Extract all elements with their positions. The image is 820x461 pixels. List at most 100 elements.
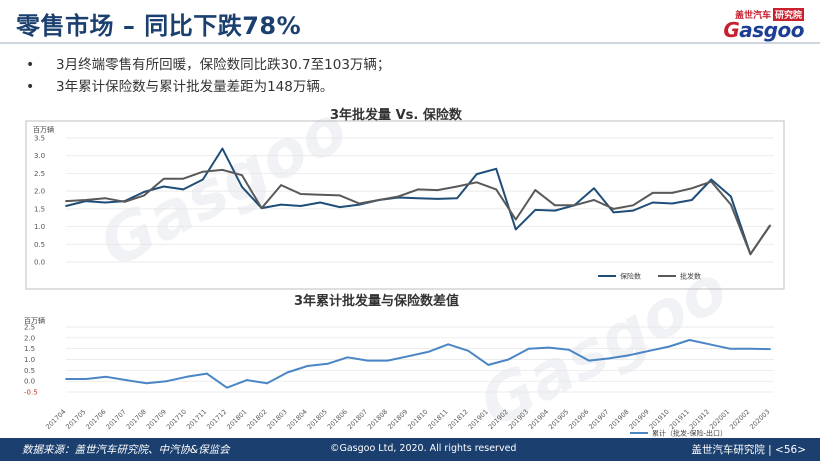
- chart2-xtick-label: 201708: [125, 408, 148, 431]
- chart1-ytick-label: 1.0: [34, 223, 45, 231]
- chart2-data-point: [65, 378, 67, 380]
- chart2-xtick-label: 201805: [306, 408, 329, 431]
- chart1-data-point: [280, 203, 283, 206]
- chart1-data-point: [749, 253, 752, 256]
- chart1-data-point: [182, 188, 185, 191]
- chart1-data-point: [182, 177, 185, 180]
- chart1-data-point: [65, 200, 67, 202]
- chart2-xtick-label: 201809: [386, 408, 409, 431]
- chart2-data-point: [226, 386, 228, 389]
- chart1-ytick-label: 3.0: [34, 152, 45, 160]
- chart1-data-point: [514, 228, 517, 231]
- chart1-data-point: [123, 200, 126, 203]
- chart2-data-point: [407, 355, 409, 358]
- chart1-data-point: [221, 168, 224, 171]
- chart1-data-point: [436, 198, 439, 200]
- bullet-list: 3月终端零售有所回暖，保险数同比跌30.7至103万辆； 3年累计保险数与累计批…: [26, 54, 390, 98]
- logo-wordmark-rest: asgoo: [739, 18, 804, 42]
- chart2-data-point: [386, 359, 389, 362]
- footer-source: 数据来源：盖世汽车研究院、中汽协&保监会: [22, 444, 230, 456]
- logo-wordmark-initial: G: [723, 18, 740, 42]
- chart2-xtick-label: 201712: [205, 408, 228, 431]
- chart1-data-point: [593, 199, 595, 201]
- chart1-frame: [25, 120, 785, 290]
- chart1-data-point: [358, 202, 361, 205]
- chart2-xtick-label: 202003: [748, 408, 771, 431]
- chart2-data-point: [769, 348, 771, 350]
- chart1-data-point: [104, 201, 107, 204]
- chart2-title: 3年累计批发量与保险数差值: [294, 294, 460, 309]
- chart1-data-point: [201, 178, 204, 181]
- chart1-data-point: [65, 205, 67, 207]
- chart1-title: 3年批发量 Vs. 保险数: [330, 108, 462, 123]
- chart2-ytick-label: -0.5: [24, 389, 38, 397]
- chart1-ytick-label: 0.5: [34, 241, 45, 249]
- chart1-data-point: [729, 195, 732, 198]
- chart2-data-point: [145, 382, 148, 385]
- chart1-data-point: [553, 204, 556, 207]
- chart2-xtick-label: 201802: [245, 408, 268, 431]
- chart1-data-point: [162, 185, 165, 188]
- logo-wordmark: Gasgoo: [723, 18, 804, 42]
- chart2-data-point: [246, 379, 248, 381]
- chart2-data-point: [366, 359, 369, 362]
- logo-badge: 研究院: [772, 8, 804, 21]
- logo-cn-text: 盖世汽车: [734, 11, 771, 21]
- chart1-data-point: [241, 174, 243, 177]
- chart1-data-point: [319, 201, 322, 204]
- chart2-ytick-label: 2.5: [24, 324, 35, 332]
- chart2-xtick-label: 201704: [44, 408, 67, 431]
- chart1-data-point: [456, 197, 459, 200]
- chart1-data-point: [436, 189, 439, 191]
- chart1-legend-label: 批发数: [680, 272, 701, 281]
- chart1-data-point: [690, 199, 693, 201]
- chart2-xtick-label: 201807: [346, 408, 369, 431]
- chart1-data-point: [417, 188, 419, 191]
- chart2-ytick-label: 1.5: [24, 345, 35, 353]
- chart2-xtick-label: 201711: [185, 408, 208, 431]
- chart2-xtick-label: 201705: [64, 408, 87, 431]
- chart1-data-point: [729, 203, 732, 206]
- chart2-xtick-label: 201909: [628, 408, 651, 431]
- chart2-data-point: [346, 356, 349, 359]
- chart1-data-point: [475, 181, 478, 184]
- chart2-xtick-label: 201907: [587, 408, 610, 431]
- chart2-data-point: [105, 375, 108, 378]
- chart1-data-point: [573, 204, 576, 207]
- chart1-data-point: [201, 170, 204, 173]
- chart2-data-point: [165, 380, 168, 383]
- slide-title: 零售市场 – 同比下跌78%: [16, 12, 302, 40]
- chart1-data-point: [397, 195, 400, 198]
- chart1-data-point: [534, 189, 537, 191]
- chart1-data-point: [671, 202, 674, 205]
- chart1-legend-label: 保险数: [620, 272, 641, 281]
- chart2-data-point: [125, 379, 128, 381]
- chart2-xtick-label: 201812: [446, 408, 469, 431]
- chart1-ytick-label: 3.5: [34, 135, 45, 143]
- chart1-ytick-label: 1.5: [34, 205, 45, 213]
- chart1-data-point: [241, 185, 243, 188]
- chart1-data-point: [651, 201, 654, 204]
- chart2-xtick-label: 202002: [728, 408, 751, 431]
- chart2-xtick-label: 201803: [265, 408, 288, 431]
- chart2-data-point: [668, 345, 671, 348]
- chart2-xtick-label: 201902: [487, 408, 510, 431]
- chart2-data-point: [628, 354, 631, 357]
- chart1-data-point: [338, 206, 341, 208]
- chart2-xtick-label: 202001: [708, 408, 731, 431]
- chart1-data-point: [553, 209, 556, 212]
- chart1-data-point: [162, 177, 165, 180]
- chart1-data-point: [495, 188, 498, 191]
- chart1-data-point: [338, 194, 341, 197]
- chart2-data-point: [507, 358, 510, 361]
- chart2-xtick-label: 201905: [547, 408, 570, 431]
- chart1-data-point: [769, 224, 771, 227]
- chart2-xtick-label: 201903: [507, 408, 530, 431]
- bullet-item: 3年累计保险数与累计批发量差距为148万辆。: [26, 76, 390, 98]
- chart1-data-point: [299, 205, 302, 207]
- chart1-data-point: [612, 211, 615, 214]
- chart1-data-point: [710, 178, 713, 181]
- chart2-ytick-label: 0.5: [24, 367, 35, 375]
- chart2-xtick-label: 201901: [467, 408, 490, 431]
